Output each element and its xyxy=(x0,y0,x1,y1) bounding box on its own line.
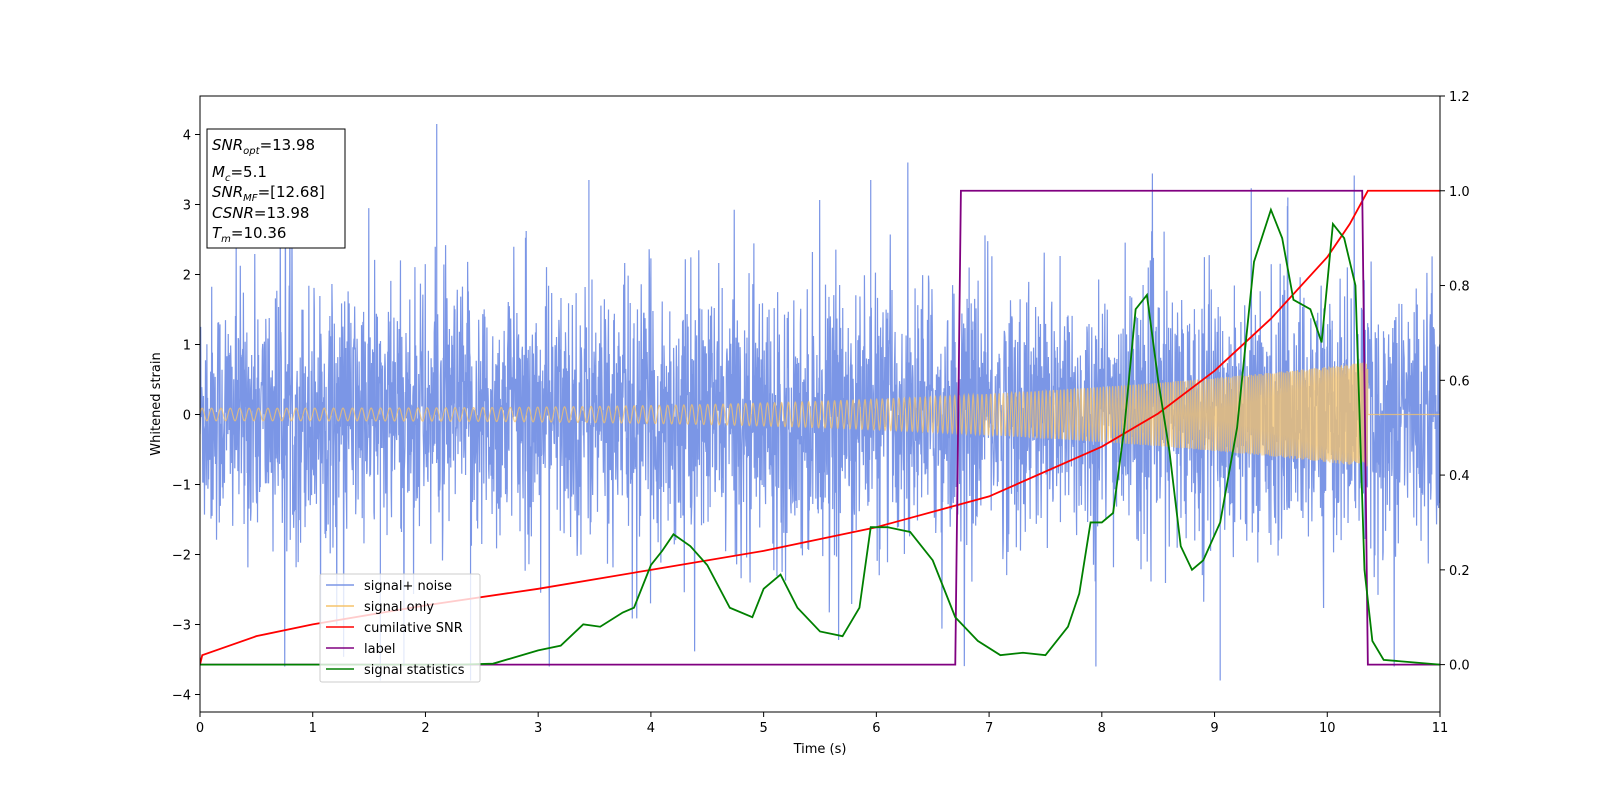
y-left-tick-label: 1 xyxy=(183,339,191,354)
info-snr-opt: SNRopt=13.98 xyxy=(212,136,315,157)
y-left-tick-label: −4 xyxy=(172,689,191,704)
y-axis-right: 0.0 0.2 0.4 0.6 0.8 1.0 1.2 xyxy=(1440,90,1470,674)
info-box: SNRopt=13.98 Mc=5.1 SNRMF=[12.68] CSNR=1… xyxy=(206,128,346,249)
x-tick-label: 1 xyxy=(309,721,317,736)
y-right-tick-label: 0.8 xyxy=(1449,280,1470,295)
x-tick-label: 8 xyxy=(1098,721,1106,736)
x-axis-label: Time (s) xyxy=(793,742,847,757)
series-signal-statistics xyxy=(200,207,1440,666)
y-axis-label: Whitened strain xyxy=(149,352,164,455)
info-mc: Mc=5.1 xyxy=(212,163,267,184)
y-right-tick-label: 1.2 xyxy=(1449,90,1470,105)
legend-item-signal-noise: signal+ noise xyxy=(326,579,452,594)
legend-item-signal-statistics: signal statistics xyxy=(326,663,465,678)
x-tick-label: 0 xyxy=(196,721,204,736)
x-axis: 0 1 2 3 4 5 6 7 8 9 10 11 xyxy=(196,712,1448,736)
y-left-tick-label: 4 xyxy=(183,129,191,144)
x-tick-label: 2 xyxy=(421,721,429,736)
legend-frame xyxy=(319,573,481,683)
legend-label-label: label xyxy=(364,642,395,657)
y-left-tick-label: −3 xyxy=(172,619,191,634)
y-left-tick-label: 3 xyxy=(183,199,191,214)
x-tick-label: 10 xyxy=(1319,721,1336,736)
info-snr-mf: SNRMF=[12.68] xyxy=(212,183,325,204)
legend-label-signal-only: signal only xyxy=(364,600,434,615)
x-tick-label: 3 xyxy=(534,721,542,736)
info-tm: Tm=10.36 xyxy=(212,224,286,245)
legend-label-signal-statistics: signal statistics xyxy=(364,663,465,678)
legend-item-cumulative-snr: cumilative SNR xyxy=(326,621,463,636)
legend-item-signal-only: signal only xyxy=(326,600,434,615)
info-csnr: CSNR=13.98 xyxy=(212,204,309,222)
y-right-tick-label: 0.4 xyxy=(1449,469,1470,484)
y-right-tick-label: 0.0 xyxy=(1449,659,1470,674)
series-layer xyxy=(200,124,1440,681)
series-signal-only xyxy=(200,362,1440,467)
y-right-tick-label: 0.2 xyxy=(1449,564,1470,579)
x-tick-label: 7 xyxy=(985,721,993,736)
y-left-tick-label: 2 xyxy=(183,269,191,284)
y-right-tick-label: 1.0 xyxy=(1449,185,1470,200)
legend-label-signal-noise: signal+ noise xyxy=(364,579,452,594)
legend-item-label: label xyxy=(326,642,395,657)
x-tick-label: 5 xyxy=(759,721,767,736)
info-box-frame xyxy=(206,128,346,249)
series-label xyxy=(200,189,1440,666)
x-tick-label: 11 xyxy=(1432,721,1449,736)
x-tick-label: 9 xyxy=(1210,721,1218,736)
y-left-tick-label: −2 xyxy=(172,549,191,564)
legend-label-cumulative-snr: cumilative SNR xyxy=(364,621,463,636)
y-axis-left: −4 −3 −2 −1 0 1 2 3 4 xyxy=(172,129,200,704)
x-tick-label: 4 xyxy=(647,721,655,736)
plot-frame xyxy=(199,95,1441,713)
legend: signal+ noise signal only cumilative SNR… xyxy=(319,573,481,683)
x-tick-label: 6 xyxy=(872,721,880,736)
y-right-tick-label: 0.6 xyxy=(1449,374,1470,389)
y-left-tick-label: 0 xyxy=(183,409,191,424)
y-left-tick-label: −1 xyxy=(172,479,191,494)
